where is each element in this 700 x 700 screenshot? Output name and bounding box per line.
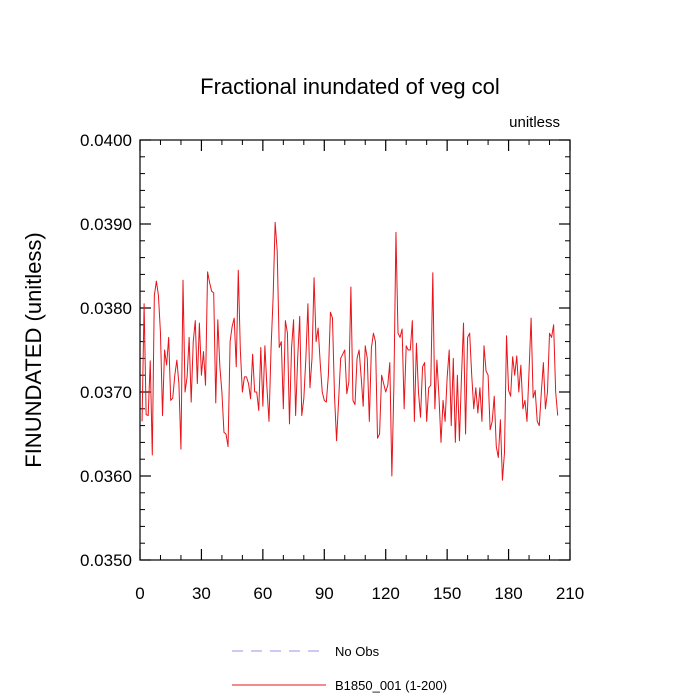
x-tick-label: 120 <box>372 584 400 603</box>
plot-frame <box>139 139 571 561</box>
legend-label-no-obs: No Obs <box>335 644 380 659</box>
x-tick-label: 60 <box>253 584 272 603</box>
x-tick-label: 150 <box>433 584 461 603</box>
y-tick-label: 0.0360 <box>80 467 132 486</box>
legend-label-b1850: B1850_001 (1-200) <box>335 678 447 693</box>
units-label: unitless <box>509 114 560 131</box>
y-tick-label: 0.0370 <box>80 383 132 402</box>
series-group <box>141 221 559 481</box>
x-tick-label: 90 <box>315 584 334 603</box>
y-tick-label: 0.0350 <box>80 551 132 570</box>
chart-title: Fractional inundated of veg col <box>200 74 500 99</box>
legend: No Obs B1850_001 (1-200) <box>232 644 447 693</box>
x-tick-label: 0 <box>135 584 144 603</box>
axes-group: 0 30 60 90 120 150 180 210 0.0350 0.0360 0.0370 0.0… <box>80 131 584 603</box>
y-tick-label: 0.0390 <box>80 215 132 234</box>
x-tick-label: 210 <box>556 584 584 603</box>
x-tick-label: 180 <box>494 584 522 603</box>
y-axis-label: FINUNDATED (unitless) <box>21 232 46 468</box>
y-tick-label: 0.0400 <box>80 131 132 150</box>
x-tick-label: 30 <box>192 584 211 603</box>
y-tick-label: 0.0380 <box>80 299 132 318</box>
series-line-b1850 <box>141 221 559 481</box>
